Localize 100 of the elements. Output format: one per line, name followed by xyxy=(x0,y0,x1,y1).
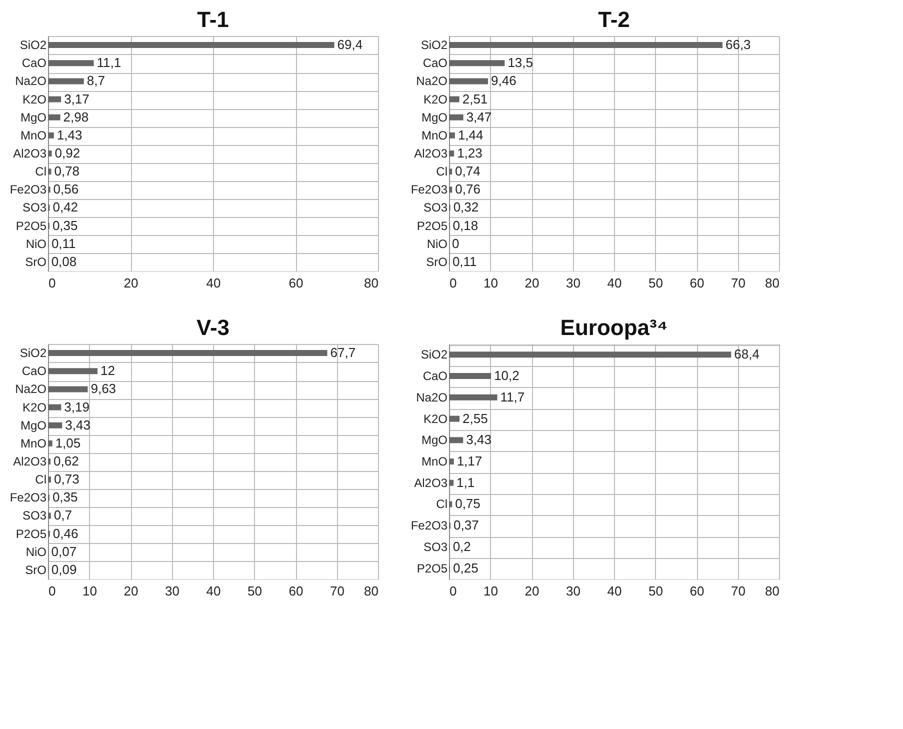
data-label: 0,62 xyxy=(54,454,79,468)
x-tick-label: 80 xyxy=(364,276,378,290)
y-tick-label: SO3 xyxy=(22,508,47,523)
data-label: 1,43 xyxy=(56,127,82,142)
chart-title: T-1 xyxy=(197,7,229,32)
y-tick-label: MgO xyxy=(421,110,448,124)
x-tick-label: 30 xyxy=(566,584,580,598)
data-label: 3,17 xyxy=(64,91,90,106)
data-label: 9,63 xyxy=(90,381,116,396)
x-tick-label: 40 xyxy=(607,584,622,598)
y-tick-label: Fe2O3 xyxy=(10,182,47,197)
x-tick-label: 30 xyxy=(566,276,580,290)
data-label: 1,23 xyxy=(457,146,482,160)
x-tick-label: 0 xyxy=(48,276,56,290)
x-tick-label: 70 xyxy=(731,584,746,598)
x-tick-label: 30 xyxy=(165,584,180,598)
y-tick-label: MnO xyxy=(20,436,46,450)
data-label: 11,7 xyxy=(500,389,525,404)
y-tick-label: MgO xyxy=(20,110,46,124)
y-tick-label: MnO xyxy=(20,128,46,142)
x-tick-label: 40 xyxy=(607,276,622,290)
y-tick-label: P2O5 xyxy=(416,561,448,576)
y-tick-label: SO3 xyxy=(22,200,47,215)
data-label: 69,4 xyxy=(337,37,363,52)
y-tick-label: Cl xyxy=(436,497,448,512)
chart-title: Euroopa³⁴ xyxy=(560,315,668,340)
y-tick-label: Fe2O3 xyxy=(410,182,448,197)
data-label: 0,46 xyxy=(52,526,78,541)
x-tick-label: 0 xyxy=(450,276,457,290)
data-label: 0,09 xyxy=(51,562,77,577)
data-label: 10,2 xyxy=(494,368,520,384)
data-label: 0,56 xyxy=(53,182,79,197)
chart-title: T-2 xyxy=(598,7,630,32)
x-tick-label: 10 xyxy=(484,584,498,598)
data-label: 0,92 xyxy=(54,146,80,160)
y-tick-label: K2O xyxy=(423,92,448,106)
x-tick-label: 0 xyxy=(48,584,56,598)
y-tick-label: Al2O3 xyxy=(414,146,448,160)
x-tick-label: 80 xyxy=(364,584,378,598)
y-tick-label: K2O xyxy=(22,400,46,414)
data-label: 2,51 xyxy=(462,91,488,106)
y-tick-label: Al2O3 xyxy=(13,454,47,468)
data-label: 0,2 xyxy=(452,538,471,554)
y-tick-label: Cl xyxy=(436,164,448,179)
y-tick-label: SO3 xyxy=(423,540,448,554)
data-label: 0,11 xyxy=(51,236,76,251)
y-tick-label: NiO xyxy=(426,236,448,251)
data-label: 0,42 xyxy=(52,200,78,215)
y-tick-label: Cl xyxy=(35,164,46,179)
data-label: 0,18 xyxy=(452,218,478,233)
x-tick-label: 20 xyxy=(124,584,138,598)
y-tick-label: NiO xyxy=(26,236,46,251)
y-tick-label: Na2O xyxy=(416,74,448,88)
data-label: 1,17 xyxy=(456,454,482,468)
data-label: 0,07 xyxy=(51,544,77,559)
y-tick-label: Na2O xyxy=(15,74,46,88)
x-tick-label: 10 xyxy=(82,584,97,598)
x-tick-label: 50 xyxy=(648,276,663,290)
data-label: 13,5 xyxy=(508,55,533,70)
y-tick-label: SrO xyxy=(426,254,448,269)
data-label: 3,43 xyxy=(466,432,492,448)
data-label: 0,35 xyxy=(52,218,78,233)
x-tick-label: 50 xyxy=(248,584,262,598)
data-label: 0,78 xyxy=(54,164,80,179)
y-tick-label: Na2O xyxy=(15,382,46,396)
y-tick-label: CaO xyxy=(22,364,46,378)
y-tick-label: SrO xyxy=(25,562,46,577)
data-label: 68,4 xyxy=(734,346,760,362)
x-tick-label: 20 xyxy=(524,584,540,598)
data-label: 0,73 xyxy=(54,472,80,487)
data-label: 0,76 xyxy=(455,182,480,197)
x-tick-label: 0 xyxy=(450,584,457,598)
data-label: 0,35 xyxy=(52,490,78,505)
y-tick-label: P2O5 xyxy=(16,526,47,541)
data-label: 11,1 xyxy=(96,55,122,70)
y-tick-label: SiO2 xyxy=(420,38,448,52)
x-tick-label: 80 xyxy=(765,276,780,290)
y-tick-label: Na2O xyxy=(416,390,448,404)
y-tick-label: MgO xyxy=(20,418,46,432)
data-label: 67,7 xyxy=(330,345,356,360)
data-label: 0,32 xyxy=(453,200,479,215)
y-tick-label: K2O xyxy=(22,92,46,106)
y-tick-label: P2O5 xyxy=(416,218,448,233)
x-tick-label: 60 xyxy=(288,584,304,598)
data-label: 0 xyxy=(452,236,460,251)
data-label: 2,98 xyxy=(63,109,89,124)
data-label: 0,74 xyxy=(455,164,480,179)
x-tick-label: 60 xyxy=(690,276,704,290)
y-tick-label: SiO2 xyxy=(20,346,47,360)
x-tick-label: 80 xyxy=(765,584,780,598)
data-label: 0,25 xyxy=(453,560,478,576)
x-tick-label: 50 xyxy=(648,584,663,598)
y-tick-label: Al2O3 xyxy=(414,476,448,490)
y-tick-label: CaO xyxy=(422,56,448,70)
data-label: 12 xyxy=(100,363,115,378)
y-tick-label: SiO2 xyxy=(20,38,47,52)
data-label: 3,43 xyxy=(65,417,90,432)
data-label: 3,47 xyxy=(466,109,492,124)
y-tick-label: MnO xyxy=(421,128,448,142)
data-label: 9,46 xyxy=(491,73,516,88)
